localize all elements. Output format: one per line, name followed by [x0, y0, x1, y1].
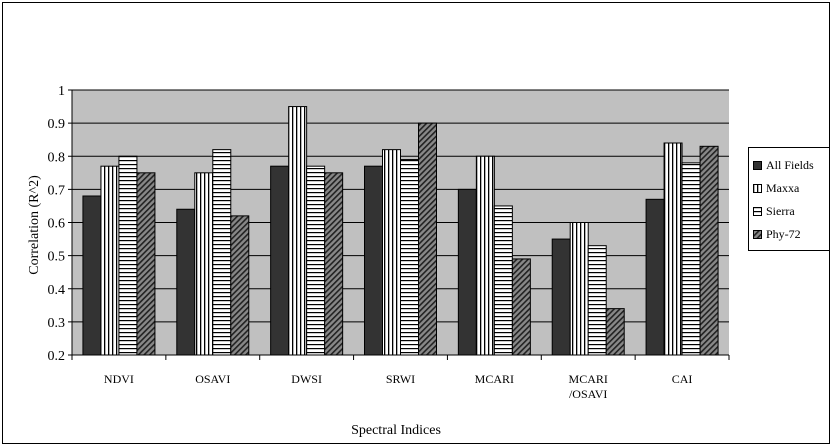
bar-phy-72 — [605, 308, 625, 356]
axes — [68, 89, 730, 360]
legend-item: Phy-72 — [753, 226, 801, 242]
y-tick-label: 0.3 — [48, 316, 66, 331]
bar-sierra — [681, 162, 701, 356]
x-axis-label: Spectral Indices — [351, 423, 441, 438]
x-tick-label: NDVI — [104, 372, 134, 386]
bar-phy-72 — [136, 172, 156, 356]
bar-all-fields — [645, 198, 665, 356]
legend-swatch — [753, 206, 762, 216]
legend-item: Maxxa — [753, 180, 799, 196]
y-tick-label: 0.5 — [48, 250, 66, 265]
legend-label: Phy-72 — [766, 226, 801, 241]
bar-sierra — [212, 149, 232, 356]
y-axis-label: Correlation (R^2) — [27, 175, 42, 275]
y-tick-label: 0.7 — [48, 183, 66, 198]
y-tick-label: 0.2 — [48, 349, 66, 364]
bar-all-fields — [176, 208, 196, 356]
bar-sierra — [118, 155, 138, 356]
bar-maxxa — [100, 165, 120, 356]
y-tick-label: 1 — [58, 84, 65, 99]
bar-sierra — [400, 159, 419, 356]
legend-item: All Fields — [753, 157, 814, 173]
x-tick-label: SRWI — [386, 372, 415, 386]
bar-maxxa — [569, 222, 589, 356]
bar-maxxa — [663, 142, 683, 356]
x-tick-label: /OSAVI — [569, 387, 607, 401]
y-tick-labels: 0.2 0.3 0.4 0.5 0.6 0.7 0.8 0.9 1 — [48, 84, 66, 364]
legend: All Fields Maxxa Sierra Phy-72 — [748, 147, 830, 251]
legend-label: Maxxa — [766, 180, 800, 195]
bar-all-fields — [82, 195, 102, 356]
y-tick-label: 0.9 — [48, 117, 66, 132]
bar-maxxa — [475, 155, 495, 356]
bar-sierra — [493, 205, 513, 356]
y-tick-label: 0.6 — [48, 217, 66, 232]
bars — [82, 106, 719, 356]
x-tick-label: OSAVI — [195, 372, 230, 386]
bar-phy-72 — [511, 258, 531, 356]
x-tick-label: MCARI — [475, 372, 514, 386]
x-tick-labels: NDVI OSAVI DWSI SRWI MCARI MCARI/OSAVI CAI — [104, 372, 692, 401]
legend-item: Sierra — [753, 203, 795, 219]
legend-swatch — [753, 183, 762, 193]
bar-phy-72 — [418, 122, 437, 356]
legend-swatch — [753, 229, 762, 239]
legend-swatch — [753, 160, 762, 170]
bar-maxxa — [382, 149, 401, 356]
bar-maxxa — [194, 172, 214, 356]
bar-maxxa — [288, 106, 308, 356]
y-tick-label: 0.8 — [48, 150, 66, 165]
x-tick-label: CAI — [672, 372, 693, 386]
y-tick-label: 0.4 — [48, 283, 66, 298]
x-tick-label: DWSI — [291, 372, 322, 386]
bar-sierra — [306, 165, 326, 356]
bar-sierra — [587, 245, 607, 356]
bar-all-fields — [364, 165, 383, 356]
x-tick-label: MCARI — [569, 372, 608, 386]
bar-phy-72 — [699, 145, 719, 356]
bar-phy-72 — [230, 215, 250, 356]
legend-label: Sierra — [766, 203, 795, 218]
bar-all-fields — [457, 188, 477, 356]
bar-all-fields — [270, 165, 290, 356]
bar-all-fields — [551, 238, 571, 356]
legend-label: All Fields — [766, 157, 814, 172]
bar-phy-72 — [324, 172, 344, 356]
